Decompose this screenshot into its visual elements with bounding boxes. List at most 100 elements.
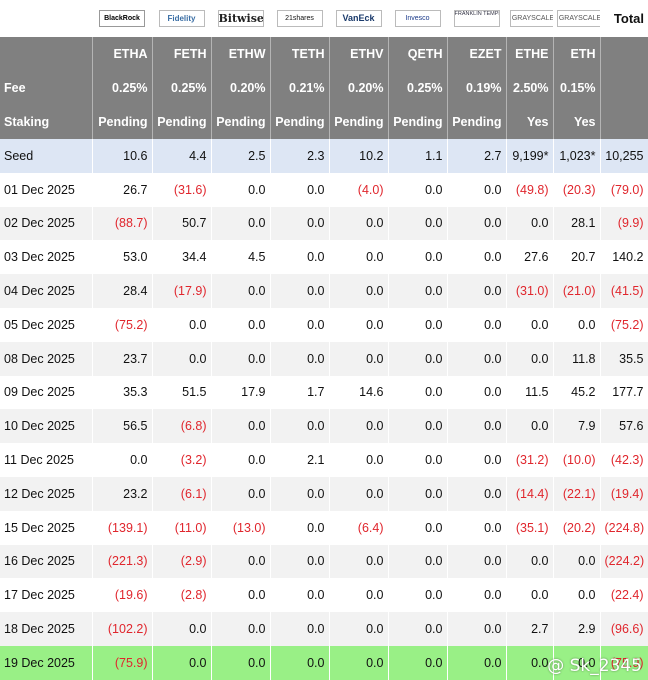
flow-cell: 0.0 [447,510,507,545]
flow-cell: (35.1) [506,510,554,545]
flow-cell: 2.3 [270,139,330,173]
flow-cell: 2.9 [553,612,601,646]
flow-cell: 0.0 [447,578,507,613]
issuer-logo-cell: GRAYSCALE [506,0,553,37]
staking-value: Pending [388,105,448,139]
flow-cell: 0.0 [211,172,271,207]
ticker-header: ETHV [329,36,389,71]
flow-cell: 17.9 [211,375,271,410]
flow-cell: 0.0 [447,612,507,646]
fee-value: 0.25% [388,71,448,105]
flow-cell: 0.0 [447,307,507,342]
flow-cell: 0.0 [329,307,389,342]
row-date-label: 18 Dec 2025 [0,612,93,646]
flow-cell: (102.2) [92,612,153,646]
flow-cell: 1.1 [388,139,448,173]
row-date-label: 03 Dec 2025 [0,240,93,275]
flow-cell: 0.0 [506,206,554,241]
flow-cell: 0.0 [388,578,448,613]
table-row: 01 Dec 2025 26.7 (31.6) 0.0 0.0 (4.0) 0.0 0.0 (4… [0,172,648,207]
row-date-label: 17 Dec 2025 [0,578,93,613]
flow-cell: 0.0 [506,341,554,376]
ticker-header: ETHW [211,36,271,71]
flow-cell: 2.7 [506,612,554,646]
flow-cell: 0.0 [447,443,507,477]
staking-value: Pending [211,105,271,139]
row-total-cell: (22.4) [600,578,648,613]
flow-cell: (20.2) [553,510,601,545]
flow-cell: 14.6 [329,375,389,410]
fee-value: 0.19% [447,71,507,105]
fee-value: 0.21% [270,71,330,105]
flow-cell: 0.0 [270,172,330,207]
row-date-label: 02 Dec 2025 [0,206,93,241]
row-date-label: 04 Dec 2025 [0,274,93,308]
flow-cell: 0.0 [447,375,507,410]
flow-cell: 9,199* [506,139,554,173]
flow-cell: 0.0 [270,307,330,342]
flow-cell: 0.0 [506,409,554,444]
flow-cell: 53.0 [92,240,153,275]
flow-cell: (20.3) [553,172,601,207]
flow-cell: 28.1 [553,206,601,241]
staking-value: Pending [329,105,389,139]
flow-cell: 11.5 [506,375,554,410]
watermark: @ Sk_2345 [547,656,642,676]
flow-cell: 0.0 [447,409,507,444]
flow-cell: 0.0 [388,274,448,308]
flow-cell: 0.0 [506,307,554,342]
flow-cell: (221.3) [92,544,153,579]
table-row: 11 Dec 2025 0.0 (3.2) 0.0 2.1 0.0 0.0 0.0 (31.2)… [0,443,648,477]
staking-value: Pending [270,105,330,139]
flow-cell: (19.6) [92,578,153,613]
flow-cell: 0.0 [270,578,330,613]
flow-cell: 0.0 [388,612,448,646]
row-total-cell: 57.6 [600,409,648,444]
flow-cell: (75.9) [92,645,153,680]
row-total-cell: (96.6) [600,612,648,646]
issuer-logo-cell: GRAYSCALE [553,0,600,37]
row-total-cell: (19.4) [600,476,648,511]
flow-cell: 0.0 [388,206,448,241]
flow-cell: 56.5 [92,409,153,444]
flow-cell: 0.0 [447,206,507,241]
fee-value: 0.25% [152,71,212,105]
row-total-cell: 35.5 [600,341,648,376]
issuer-logo-cell: VanEck [329,0,388,37]
row-total-cell: (224.8) [600,510,648,545]
issuer-logo-cell: Bitwise [211,0,270,37]
issuer-logo-cell: FRANKLIN TEMPLETON [447,0,506,37]
flow-cell: 0.0 [92,443,153,477]
ticker-header: EZET [447,36,507,71]
flow-cell: 0.0 [388,172,448,207]
flow-cell: 0.0 [152,307,212,342]
flow-cell: 0.0 [447,645,507,680]
staking-value: Pending [447,105,507,139]
flow-cell: 0.0 [329,578,389,613]
flow-cell: 2.5 [211,139,271,173]
franklin-templeton-logo: FRANKLIN TEMPLETON [453,9,500,27]
flow-cell: 0.0 [211,443,271,477]
flow-cell: 0.0 [506,645,554,680]
flow-cell: 0.0 [329,443,389,477]
staking-total-cell [600,105,648,139]
row-total-cell: 140.2 [600,240,648,275]
row-date-label: 19 Dec 2025 [0,645,93,680]
table-row: 18 Dec 2025 (102.2) 0.0 0.0 0.0 0.0 0.0 0.0 2.7 2… [0,612,648,646]
flow-cell: 0.0 [152,341,212,376]
flow-cell: 0.0 [211,206,271,241]
flow-cell: 0.0 [447,172,507,207]
flow-cell: (14.4) [506,476,554,511]
grayscale-logo: GRAYSCALE [557,9,600,27]
flow-cell: 0.0 [270,645,330,680]
flow-cell: 0.0 [329,409,389,444]
row-date-label: 11 Dec 2025 [0,443,93,477]
flow-cell: 0.0 [388,510,448,545]
flow-cell: 0.0 [329,645,389,680]
row-total-cell: (42.3) [600,443,648,477]
flow-cell: 0.0 [553,544,601,579]
flow-cell: (17.9) [152,274,212,308]
flow-cell: 0.0 [553,307,601,342]
ticker-header: ETH [553,36,601,71]
